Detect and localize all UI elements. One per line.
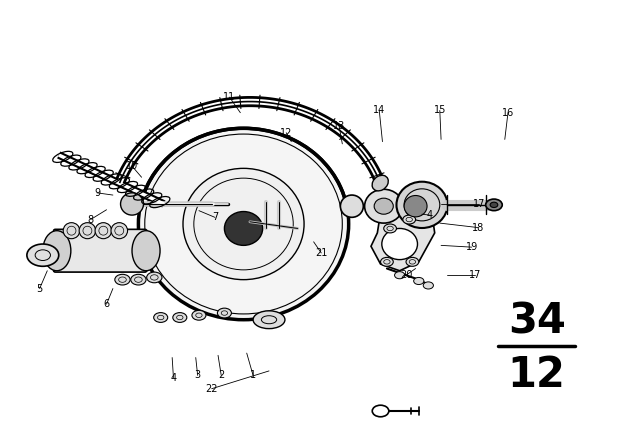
Text: 22: 22 [205,384,218,394]
Text: 10: 10 [126,161,138,171]
Circle shape [131,274,146,285]
Ellipse shape [79,223,96,239]
Text: 13: 13 [333,121,345,131]
Text: 12: 12 [508,354,566,396]
Ellipse shape [382,228,417,260]
Text: 9: 9 [94,188,100,198]
Circle shape [173,313,187,323]
Circle shape [218,308,232,318]
Text: 16: 16 [502,108,514,118]
Circle shape [490,202,498,207]
Ellipse shape [63,223,80,239]
Circle shape [381,258,394,266]
Text: 12: 12 [280,128,292,138]
Ellipse shape [132,231,160,271]
Ellipse shape [365,189,403,223]
Circle shape [406,258,419,266]
Ellipse shape [43,231,71,271]
Ellipse shape [225,211,262,246]
FancyBboxPatch shape [54,229,147,272]
Text: 8: 8 [88,215,93,224]
Ellipse shape [253,311,285,329]
Text: 34: 34 [508,301,566,343]
Circle shape [486,199,502,211]
Text: 20: 20 [400,270,412,280]
Text: 11: 11 [223,92,236,102]
Ellipse shape [340,195,364,217]
Text: 14: 14 [373,105,385,116]
Text: 17: 17 [469,270,482,280]
Ellipse shape [120,193,143,215]
Circle shape [403,215,415,224]
Ellipse shape [374,198,394,214]
Text: 4: 4 [170,373,177,383]
Text: 2: 2 [218,370,225,380]
Ellipse shape [183,168,304,280]
Circle shape [147,272,162,283]
Text: 3: 3 [195,370,201,380]
Circle shape [192,310,206,320]
Text: 21: 21 [315,248,328,258]
Text: 19: 19 [465,242,478,252]
Ellipse shape [111,223,127,239]
Text: 7: 7 [212,212,218,222]
Circle shape [413,277,424,284]
Text: 5: 5 [36,284,43,293]
Ellipse shape [396,182,447,228]
Ellipse shape [372,175,388,191]
Circle shape [423,282,433,289]
Ellipse shape [95,223,111,239]
Circle shape [115,274,130,285]
Ellipse shape [404,195,427,217]
Text: 1: 1 [250,370,256,380]
Circle shape [384,224,396,233]
Text: 15: 15 [434,105,446,116]
Ellipse shape [138,128,349,320]
Circle shape [27,244,59,266]
Text: 6: 6 [104,299,109,309]
Circle shape [394,271,404,279]
Polygon shape [371,211,435,271]
Text: 4: 4 [426,210,433,220]
Text: 17: 17 [473,199,486,209]
Text: 18: 18 [472,223,484,233]
Circle shape [154,313,168,323]
